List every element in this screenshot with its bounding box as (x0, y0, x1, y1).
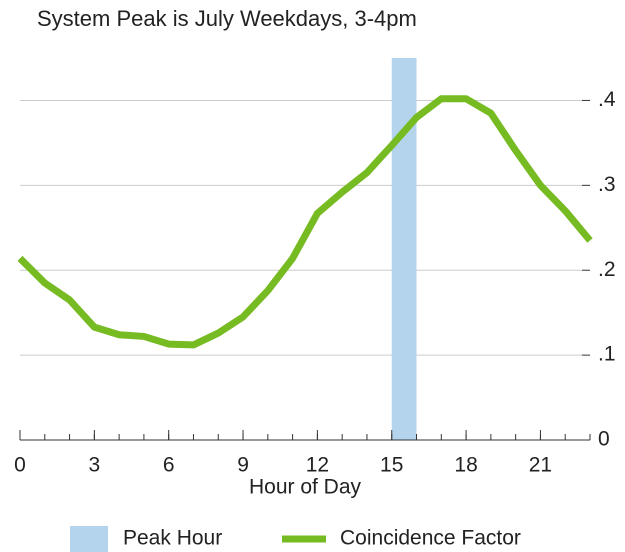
chart-title: System Peak is July Weekdays, 3-4pm (37, 6, 417, 31)
x-tick-label: 6 (163, 454, 175, 477)
y-tick-label: .3 (598, 173, 616, 196)
line (17, 95, 593, 349)
x-tick-label: 0 (14, 454, 26, 477)
x-tick-label: 18 (454, 454, 477, 477)
x-tick-label: 15 (380, 454, 403, 477)
x-tick-label: 3 (89, 454, 101, 477)
x-tick-label: 21 (529, 454, 552, 477)
y-tick-label: .2 (598, 258, 616, 281)
legend-swatch (70, 526, 108, 552)
legend-label: Peak Hour (123, 527, 222, 550)
x-axis-label: Hour of Day (249, 476, 362, 499)
y-tick-label: .1 (598, 343, 616, 366)
x-tick-label: 9 (237, 454, 249, 477)
legend-label: Coincidence Factor (340, 527, 521, 550)
peak-hour-band (391, 58, 417, 440)
x-tick-label: 12 (306, 454, 329, 477)
y-tick-label: .4 (598, 88, 616, 111)
y-tick-label: 0 (598, 428, 610, 451)
